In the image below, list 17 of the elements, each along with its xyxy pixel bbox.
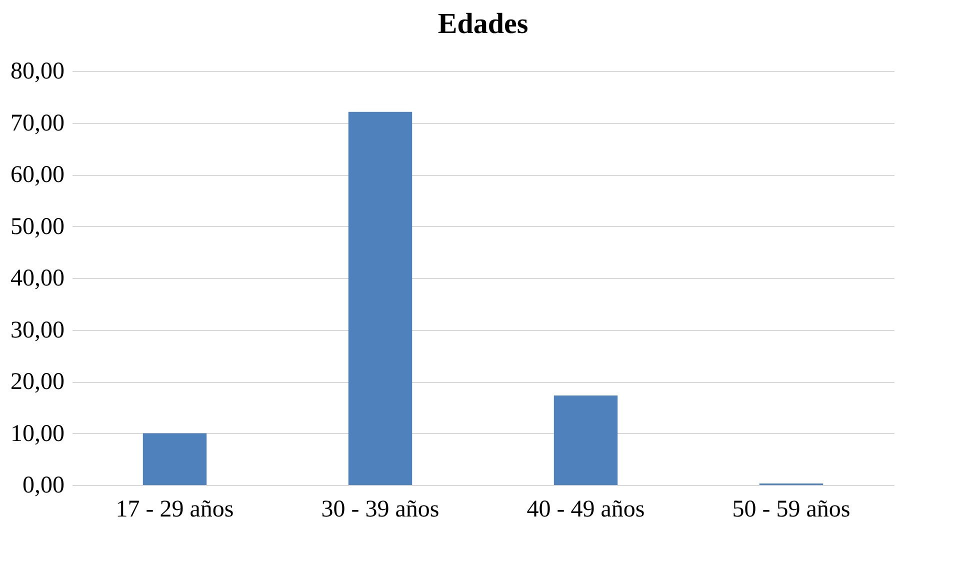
bar [348, 112, 412, 485]
x-tick-label: 40 - 49 años [526, 496, 645, 522]
y-tick-label: 30,00 [10, 317, 64, 344]
y-tick-label: 50,00 [10, 214, 64, 240]
x-tick-label: 50 - 59 años [732, 496, 850, 522]
y-tick-label: 60,00 [10, 162, 64, 188]
y-tick-label: 0,00 [22, 472, 64, 498]
y-tick-label: 20,00 [10, 369, 64, 395]
y-tick-label: 10,00 [10, 420, 64, 447]
x-tick-label: 30 - 39 años [321, 496, 440, 522]
y-tick-label: 70,00 [10, 110, 64, 136]
x-tick-label: 17 - 29 años [116, 496, 234, 522]
chart-title: Edades [438, 8, 528, 40]
bar [554, 395, 618, 485]
y-tick-label: 40,00 [10, 266, 64, 292]
y-tick-label: 80,00 [10, 58, 64, 84]
bar [142, 433, 207, 485]
